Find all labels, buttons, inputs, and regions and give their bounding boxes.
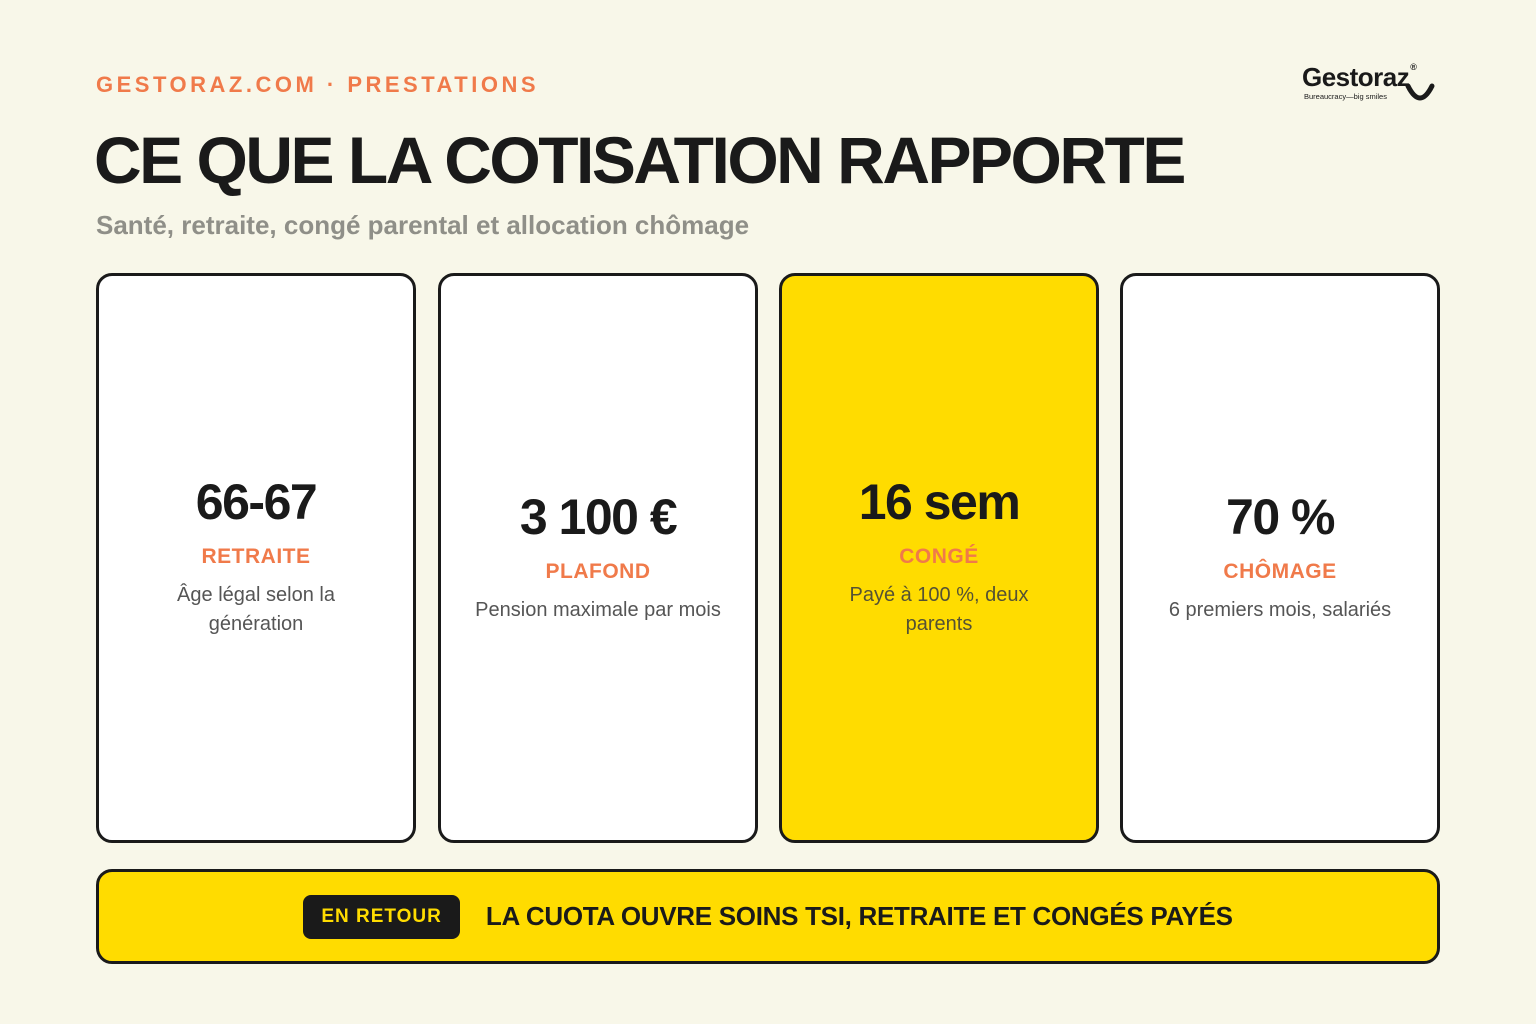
card-description: Payé à 100 %, deux parents	[849, 584, 1029, 635]
card-label: PLAFOND	[545, 559, 651, 583]
card-value: 3 100 €	[519, 488, 678, 545]
card-description: Pension maximale par mois	[475, 598, 721, 621]
card-retraite: 66-67 RETRAITE Âge légal selon la généra…	[96, 273, 416, 843]
card-value: 16 sem	[858, 474, 1021, 530]
card-label: CHÔMAGE	[1223, 559, 1337, 583]
card-value: 66-67	[195, 474, 318, 530]
card-chomage: 70 % CHÔMAGE 6 premiers mois, salariés	[1120, 273, 1440, 843]
card-description: Âge légal selon la génération	[177, 584, 335, 635]
card-label: RETRAITE	[201, 545, 311, 568]
eyebrow: GESTORAZ.COM · PRESTATIONS	[96, 72, 540, 97]
page-subtitle: Santé, retraite, congé parental et alloc…	[96, 210, 750, 240]
logo-wordmark: Gestoraz®	[1302, 62, 1417, 93]
banner-badge: EN RETOUR	[303, 894, 460, 939]
logo-registered: ®	[1410, 62, 1417, 72]
card-description: 6 premiers mois, salariés	[1168, 598, 1392, 621]
benefit-cards: 66-67 RETRAITE Âge légal selon la généra…	[96, 273, 1440, 843]
page-title: CE QUE LA COTISATION RAPPORTE	[94, 123, 1186, 197]
banner-text: LA CUOTA OUVRE SOINS TSI, RETRAITE ET CO…	[485, 901, 1233, 931]
logo-wordmark-text: Gestoraz	[1302, 62, 1410, 92]
card-value: 70 %	[1226, 488, 1335, 545]
summary-banner: EN RETOUR LA CUOTA OUVRE SOINS TSI, RETR…	[96, 869, 1440, 964]
card-conge: 16 sem CONGÉ Payé à 100 %, deux parents	[779, 273, 1099, 843]
logo-tagline: Bureaucracy—big smiles	[1304, 92, 1387, 101]
card-label: CONGÉ	[899, 545, 979, 568]
gestoraz-logo[interactable]: Gestoraz® Bureaucracy—big smiles	[1300, 62, 1442, 108]
smile-icon	[1405, 83, 1435, 101]
card-plafond: 3 100 € PLAFOND Pension maximale par moi…	[438, 273, 758, 843]
